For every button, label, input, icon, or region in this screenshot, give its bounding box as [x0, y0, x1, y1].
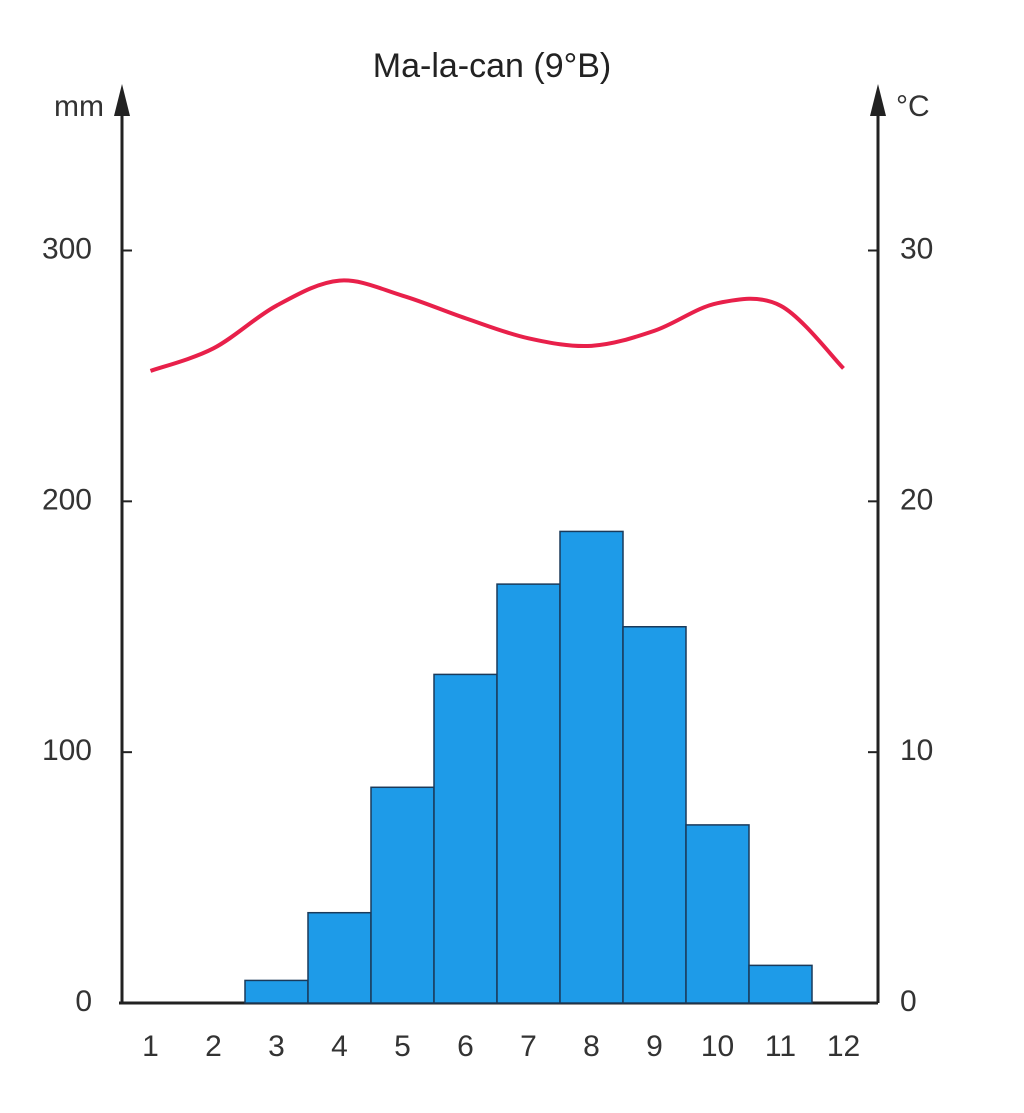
x-tick-label: 8	[583, 1030, 600, 1063]
x-tick-label: 4	[331, 1030, 348, 1063]
bar	[622, 626, 687, 1004]
bar	[559, 530, 624, 1004]
x-tick-label: 9	[646, 1030, 663, 1063]
y-axis-arrow	[114, 84, 130, 116]
y2-tick-label: 30	[900, 232, 933, 265]
y2-axis-arrow	[870, 84, 886, 116]
y2-tick-label: 0	[900, 985, 917, 1018]
x-tick-label: 6	[457, 1030, 474, 1063]
bar	[307, 911, 372, 1004]
bar	[748, 964, 813, 1004]
x-tick-label: 1	[142, 1030, 159, 1063]
x-tick-label: 5	[394, 1030, 411, 1063]
y-tick-label: 100	[42, 734, 92, 767]
y2-tick-label: 20	[900, 483, 933, 516]
x-tick-label: 2	[205, 1030, 222, 1063]
bar	[685, 824, 750, 1004]
bar	[496, 583, 561, 1004]
y-tick-label: 0	[75, 985, 92, 1018]
x-tick-label: 10	[701, 1030, 734, 1063]
y2-tick-label: 10	[900, 734, 933, 767]
chart-title: Ma-la-can (9°B)	[373, 47, 611, 85]
y2-axis-label: °C	[896, 90, 930, 123]
bar	[433, 673, 498, 1004]
x-tick-label: 11	[765, 1030, 796, 1063]
bar	[370, 786, 435, 1004]
x-tick-label: 3	[268, 1030, 285, 1063]
y-tick-label: 200	[42, 483, 92, 516]
y-tick-label: 300	[42, 232, 92, 265]
x-tick-label: 12	[827, 1030, 860, 1063]
temperature-line	[149, 278, 845, 373]
y-axis-label: mm	[54, 90, 104, 123]
bar	[244, 979, 309, 1004]
x-tick-label: 7	[520, 1030, 537, 1063]
